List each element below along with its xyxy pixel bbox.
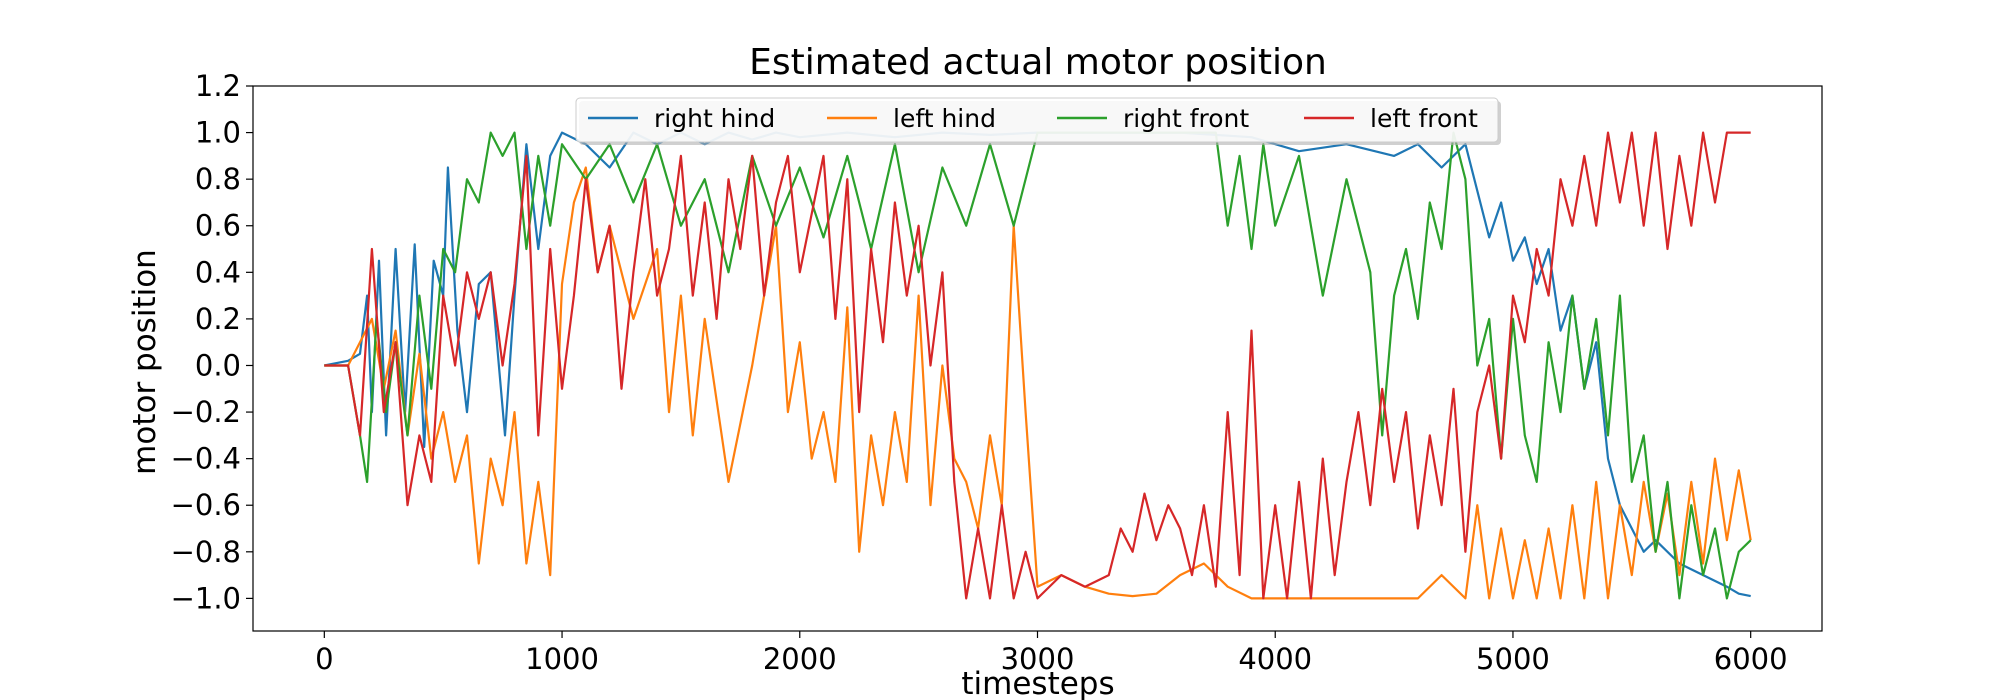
- chart-title: Estimated actual motor position: [749, 42, 1327, 83]
- legend-label: left front: [1370, 104, 1478, 133]
- x-axis-label: timesteps: [961, 666, 1114, 700]
- legend-box: [575, 97, 1499, 143]
- y-tick-label: 1.0: [195, 116, 241, 150]
- y-tick-label: −0.6: [171, 488, 241, 522]
- y-tick-label: 0.2: [195, 302, 241, 336]
- series-line-right-hind: [324, 131, 1751, 598]
- y-tick-label: 0.8: [195, 162, 241, 196]
- series-line-left-hind: [324, 166, 1752, 600]
- legend: right hind left hind right front left front: [575, 97, 1501, 145]
- series-line-right-front: [324, 131, 1752, 600]
- x-tick-label: 3000: [1001, 642, 1075, 676]
- x-tick-label: 5000: [1476, 642, 1550, 676]
- y-tick-label: −0.2: [171, 395, 241, 429]
- y-tick-label: 0.0: [195, 348, 241, 382]
- y-axis: −1.0 −0.8 −0.6 −0.4 −0.2 0.0 0.2 0.4 0.6 0.8 1.0 1.…: [171, 69, 253, 615]
- x-axis: 0 1000 2000 3000 4000 5000 6000: [315, 631, 1788, 676]
- y-tick-label: −1.0: [171, 581, 241, 615]
- y-axis-label: motor position: [127, 249, 163, 475]
- x-tick-label: 0: [315, 642, 333, 676]
- y-tick-label: 1.2: [195, 69, 241, 103]
- legend-label: right hind: [654, 104, 775, 133]
- series-line-left-front: [324, 131, 1751, 600]
- plot-lines: [324, 131, 1752, 600]
- y-tick-label: 0.6: [195, 209, 241, 243]
- legend-label: right front: [1123, 104, 1249, 133]
- x-tick-label: 6000: [1714, 642, 1788, 676]
- y-tick-label: 0.4: [195, 255, 241, 289]
- legend-label: left hind: [893, 104, 996, 133]
- x-tick-label: 2000: [763, 642, 837, 676]
- x-tick-label: 4000: [1238, 642, 1312, 676]
- y-tick-label: −0.8: [171, 535, 241, 569]
- x-tick-label: 1000: [525, 642, 599, 676]
- y-tick-label: −0.4: [171, 442, 241, 476]
